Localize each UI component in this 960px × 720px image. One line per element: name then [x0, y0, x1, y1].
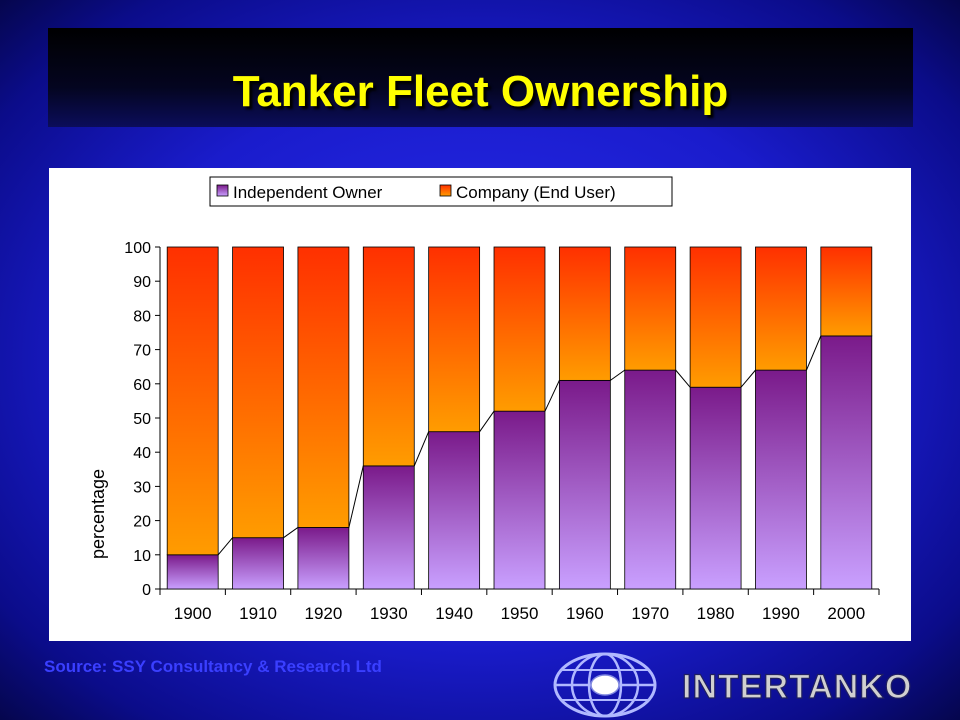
x-tick-label: 1960: [566, 604, 604, 623]
x-tick-label: 1920: [304, 604, 342, 623]
y-tick-label: 0: [142, 582, 151, 599]
source-note: Source: SSY Consultancy & Research Ltd: [44, 657, 382, 676]
y-tick-label: 40: [133, 445, 151, 462]
series-line: [348, 465, 364, 528]
series-line: [544, 380, 560, 412]
bar-company-end-user: [689, 246, 742, 388]
intertanko-logo: INTERTANKO: [553, 652, 912, 718]
chart-panel: Independent Owner Company (End User) per…: [49, 168, 911, 641]
y-tick-label: 30: [133, 479, 151, 496]
bar-company-end-user: [493, 246, 546, 412]
x-tick-label: 1910: [239, 604, 277, 623]
bar-company-end-user: [558, 246, 611, 381]
bar-company-end-user: [297, 246, 350, 528]
bar-independent-owner: [689, 386, 742, 590]
x-tick-label: 1900: [174, 604, 212, 623]
y-ticks: 0 10 20 30 40 50 60 70 80 90 100: [124, 240, 160, 599]
series-lines: [217, 335, 822, 556]
y-axis-label: percentage: [88, 469, 108, 559]
bar-independent-owner: [755, 369, 807, 590]
bar-independent-owner: [166, 554, 219, 590]
y-tick-label: 80: [133, 308, 151, 325]
series-line: [740, 369, 756, 388]
bars: [166, 246, 873, 590]
bar-independent-owner: [297, 527, 350, 590]
bar-company-end-user: [820, 246, 873, 337]
series-line: [217, 537, 233, 556]
series-line: [805, 335, 822, 371]
globe-icon: [553, 652, 657, 718]
slide-title: Tanker Fleet Ownership: [232, 67, 729, 116]
series-line: [479, 410, 495, 432]
y-tick-label: 10: [133, 548, 151, 565]
bar-independent-owner: [428, 431, 481, 590]
legend-swatch-independent-owner: [216, 184, 229, 197]
title-bar: Tanker Fleet Ownership: [48, 28, 913, 127]
bar-independent-owner: [362, 465, 415, 590]
y-tick-label: 100: [124, 240, 151, 257]
y-tick-label: 90: [133, 274, 151, 291]
x-tick-label: 1940: [435, 604, 473, 623]
bar-independent-owner: [558, 379, 611, 590]
y-tick-label: 50: [133, 411, 151, 428]
bar-company-end-user: [624, 246, 677, 371]
y-tick-label: 20: [133, 514, 151, 531]
bar-independent-owner: [493, 410, 546, 590]
y-tick-label: 70: [133, 343, 151, 360]
x-tick-label: 1950: [501, 604, 539, 623]
legend-label-independent-owner: Independent Owner: [233, 183, 383, 202]
legend-label-company-end-user: Company (End User): [456, 183, 616, 202]
stacked-bar-chart: Independent Owner Company (End User) per…: [88, 176, 880, 623]
bar-company-end-user: [362, 246, 415, 467]
x-tick-label: 1990: [762, 604, 800, 623]
x-tick-label: 1970: [631, 604, 669, 623]
series-line: [413, 431, 430, 467]
x-tick-label: 1930: [370, 604, 408, 623]
series-line: [675, 369, 691, 388]
bar-company-end-user: [428, 246, 481, 433]
x-categories: 1900 1910 1920 1930 1940 1950 1960 1970 1980 1990…: [159, 589, 880, 623]
x-tick-label: 2000: [827, 604, 865, 623]
bar-independent-owner: [232, 537, 284, 590]
series-line: [283, 527, 299, 539]
bar-company-end-user: [232, 246, 284, 539]
logo-wordmark: INTERTANKO: [682, 668, 912, 706]
bar-company-end-user: [755, 246, 807, 371]
legend-swatch-company-end-user: [439, 184, 452, 197]
x-tick-label: 1980: [697, 604, 735, 623]
bar-company-end-user: [166, 246, 219, 556]
legend: Independent Owner Company (End User): [209, 176, 673, 207]
bar-independent-owner: [624, 369, 677, 590]
y-tick-label: 60: [133, 377, 151, 394]
bar-independent-owner: [820, 335, 873, 590]
series-line: [610, 369, 626, 381]
